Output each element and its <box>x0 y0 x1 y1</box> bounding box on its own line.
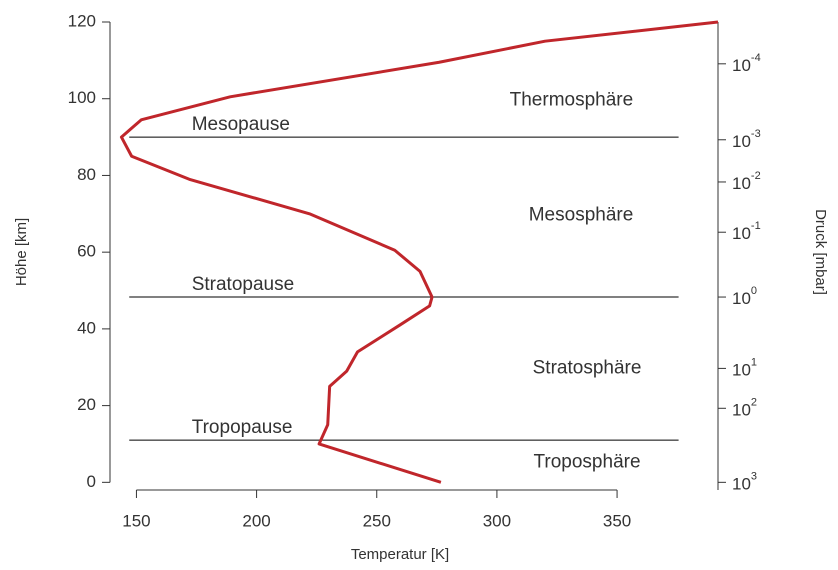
y2-tick-exponent: -2 <box>751 170 761 182</box>
y2-tick-exponent: -1 <box>751 220 761 232</box>
y2-axis-label: Druck [mbar] <box>812 209 829 295</box>
y-tick-label: 20 <box>77 395 96 414</box>
y2-tick-exponent: -3 <box>751 128 761 140</box>
region-label: Troposphäre <box>534 451 641 472</box>
y-tick-label: 60 <box>77 242 96 261</box>
y2-tick-exponent: 0 <box>751 285 757 297</box>
region-label: Thermosphäre <box>510 89 634 110</box>
y2-tick-base: 10 <box>732 475 751 494</box>
y2-tick-label: 10-1 <box>732 220 761 244</box>
y2-tick-label: 10-2 <box>732 170 761 194</box>
region-label: Mesosphäre <box>529 204 634 225</box>
y2-tick-label: 102 <box>732 396 757 420</box>
x-tick-label: 250 <box>363 511 391 530</box>
y2-tick-exponent: 3 <box>751 470 757 482</box>
y-tick-label: 80 <box>77 165 96 184</box>
y2-tick-base: 10 <box>732 361 751 380</box>
y2-tick-label: 10-3 <box>732 128 761 152</box>
temperature-line <box>119 20 719 484</box>
y2-tick-base: 10 <box>732 132 751 151</box>
x-tick-label: 200 <box>242 511 270 530</box>
boundary-label: Stratopause <box>192 274 294 295</box>
x-axis-label: Temperatur [K] <box>351 546 449 563</box>
y2-tick-label: 101 <box>732 356 757 380</box>
y2-tick-label: 10-4 <box>732 52 761 76</box>
x-tick-label: 150 <box>122 511 150 530</box>
y2-tick-base: 10 <box>732 174 751 193</box>
y2-tick-base: 10 <box>732 56 751 75</box>
x-tick-label: 300 <box>483 511 511 530</box>
y2-tick-base: 10 <box>732 401 751 420</box>
y2-tick-label: 103 <box>732 470 757 494</box>
y2-tick-exponent: 2 <box>751 396 757 408</box>
y2-tick-label: 100 <box>732 285 757 309</box>
y2-tick-exponent: -4 <box>751 52 761 64</box>
y-tick-label: 40 <box>77 318 96 337</box>
x-tick-label: 350 <box>603 511 631 530</box>
region-label: Stratosphäre <box>533 357 642 378</box>
y-tick-label: 0 <box>87 472 96 491</box>
y-axis-label: Höhe [km] <box>13 218 30 286</box>
y-tick-label: 100 <box>68 88 96 107</box>
y-tick-label: 120 <box>68 11 96 30</box>
y2-tick-base: 10 <box>732 290 751 309</box>
y2-tick-exponent: 1 <box>751 356 757 368</box>
boundary-label: Mesopause <box>192 114 290 135</box>
y2-tick-base: 10 <box>732 225 751 244</box>
boundary-label: Tropopause <box>192 417 293 438</box>
